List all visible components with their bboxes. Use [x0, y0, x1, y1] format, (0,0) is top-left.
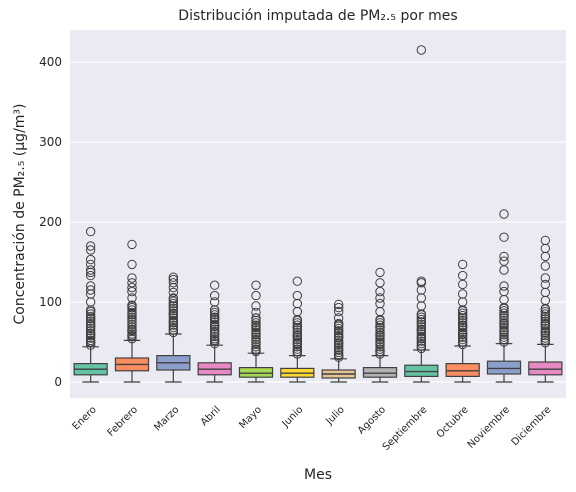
x-tick-label: Diciembre — [510, 404, 554, 448]
y-tick-labels: 0 100 200 300 400 — [39, 55, 62, 389]
iqr-box — [446, 364, 479, 377]
plot-area — [70, 30, 566, 398]
y-tick-label: 300 — [39, 135, 62, 149]
y-tick-label: 400 — [39, 55, 62, 69]
x-tick-label: Noviembre — [466, 404, 512, 450]
y-tick-label: 200 — [39, 215, 62, 229]
x-tick-label: Enero — [71, 404, 99, 432]
x-tick-label: Octubre — [435, 404, 471, 440]
iqr-box — [529, 362, 562, 375]
chart-title: Distribución imputada de PM₂.₅ por mes — [178, 8, 457, 24]
x-tick-label: Julio — [323, 404, 346, 427]
iqr-box — [487, 361, 520, 374]
iqr-box — [363, 368, 396, 378]
x-tick-label: Marzo — [152, 404, 181, 433]
x-tick-label: Abril — [199, 404, 223, 428]
iqr-box — [239, 368, 272, 378]
x-tick-label: Septiembre — [381, 404, 430, 453]
y-tick-label: 0 — [54, 375, 62, 389]
x-axis-label: Mes — [304, 467, 332, 483]
x-tick-label: Febrero — [106, 404, 140, 438]
x-tick-label: Junio — [280, 404, 306, 430]
iqr-box — [405, 365, 438, 376]
x-tick-labels: Enero Febrero Marzo Abril Mayo Junio Julio Agos… — [71, 404, 554, 453]
y-axis-label: Concentración de PM₂.₅ (μg/m³) — [12, 104, 28, 325]
x-tick-label: Agosto — [356, 404, 388, 436]
x-tick-label: Mayo — [237, 404, 264, 431]
y-tick-label: 100 — [39, 295, 62, 309]
